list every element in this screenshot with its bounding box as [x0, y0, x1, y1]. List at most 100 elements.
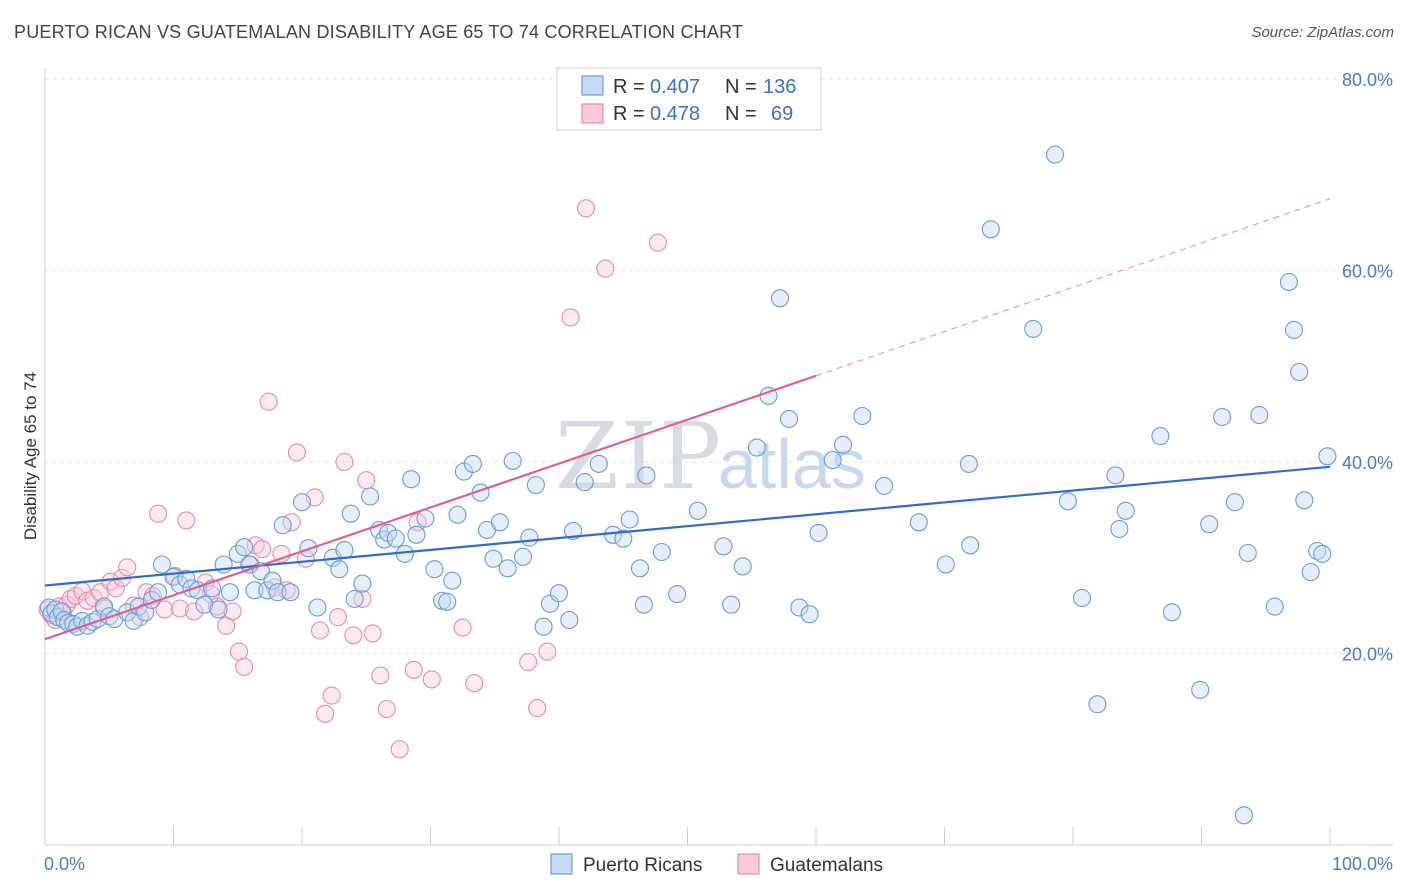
- puerto-rican-point: [1295, 491, 1314, 510]
- puerto-rican-point: [308, 598, 327, 617]
- legend-r-label: R =: [613, 76, 645, 98]
- bottom-legend-swatch-puerto-ricans: [550, 853, 573, 875]
- guatemalan-point: [235, 657, 254, 676]
- puerto-rican-point: [1162, 603, 1181, 622]
- puerto-rican-point: [498, 559, 517, 578]
- puerto-rican-point: [1308, 541, 1327, 561]
- puerto-rican-point: [790, 598, 809, 617]
- guatemalan-point: [357, 471, 376, 490]
- puerto-rican-point: [1279, 272, 1298, 292]
- guatemalan-point: [335, 452, 354, 472]
- guatemalan-point: [322, 686, 341, 705]
- puerto-rican-point: [560, 610, 579, 630]
- y-tick-label: 20.0%: [1342, 645, 1393, 665]
- guatemalan-point: [259, 392, 278, 411]
- puerto-rican-point: [1284, 320, 1304, 339]
- guatemalan-point: [253, 540, 272, 559]
- puerto-rican-point: [1238, 543, 1257, 563]
- guatemalan-point: [371, 666, 390, 685]
- puerto-rican-point: [281, 583, 300, 602]
- puerto-rican-point: [273, 516, 292, 535]
- puerto-rican-point: [341, 504, 360, 523]
- guatemalan-point: [223, 602, 242, 621]
- puerto-rican-point: [1151, 427, 1170, 446]
- puerto-rican-point: [823, 451, 842, 470]
- bottom-legend-puerto-ricans: Puerto Ricans: [583, 855, 702, 876]
- puerto-rican-point: [770, 289, 790, 308]
- legend-n-value: 136: [763, 76, 796, 98]
- puerto-rican-point: [448, 505, 467, 524]
- guatemalan-point: [561, 308, 580, 327]
- puerto-rican-point: [620, 510, 639, 529]
- puerto-rican-point: [961, 536, 980, 555]
- bottom-legend-guatemalans: Guatemalans: [770, 855, 883, 876]
- guatemalan-point: [149, 504, 168, 523]
- guatemalan-point: [390, 740, 409, 759]
- puerto-rican-point: [747, 438, 766, 457]
- puerto-rican-point: [981, 220, 1000, 239]
- guatemalan-trend-extension: [815, 198, 1331, 377]
- puerto-rican-point: [722, 595, 741, 614]
- x-tick-label: 0.0%: [44, 854, 85, 874]
- puerto-rican-point: [1088, 695, 1107, 714]
- puerto-rican-point: [637, 466, 656, 485]
- puerto-rican-point: [614, 529, 633, 548]
- puerto-rican-point: [1045, 145, 1065, 164]
- puerto-rican-point: [195, 595, 214, 614]
- puerto-rican-point: [1106, 466, 1125, 485]
- puerto-rican-point: [484, 549, 503, 568]
- guatemalan-point: [310, 621, 330, 640]
- puerto-rican-point: [1301, 563, 1320, 582]
- puerto-rican-point: [95, 597, 114, 616]
- puerto-rican-point: [714, 537, 733, 556]
- puerto-rican-point: [1318, 447, 1337, 466]
- guatemalan-point: [170, 599, 189, 618]
- puerto-rican-point: [1213, 407, 1232, 427]
- data-points: [38, 145, 1337, 825]
- x-tick-label: 100.0%: [1332, 854, 1393, 874]
- puerto-rican-point: [1250, 406, 1269, 425]
- puerto-rican-point: [853, 406, 872, 426]
- puerto-rican-point: [526, 475, 545, 495]
- puerto-rican-point: [490, 513, 509, 532]
- guatemalan-point: [453, 618, 472, 637]
- guatemalan-point: [344, 626, 363, 645]
- guatemalan-point: [377, 699, 396, 719]
- guatemalan-point: [155, 600, 174, 619]
- guatemalan-point: [596, 259, 615, 278]
- legend-n-value: 69: [771, 103, 793, 125]
- puerto-rican-point: [688, 501, 707, 520]
- puerto-rican-point: [268, 583, 287, 602]
- puerto-rican-point: [575, 473, 594, 492]
- legend-r-label: R =: [613, 103, 645, 125]
- puerto-rican-point: [779, 409, 799, 428]
- puerto-rican-point: [630, 559, 650, 578]
- legend-r-value: 0.407: [650, 76, 700, 98]
- puerto-rican-point: [1110, 519, 1129, 539]
- legend-r-value: 0.478: [650, 103, 700, 125]
- chart-title: PUERTO RICAN VS GUATEMALAN DISABILITY AG…: [14, 22, 744, 42]
- guatemalan-point: [538, 642, 557, 661]
- axes: [44, 68, 1393, 846]
- puerto-rican-point: [800, 605, 819, 624]
- puerto-rican-point: [589, 454, 608, 473]
- puerto-rican-point: [1058, 492, 1077, 511]
- guatemalan-point: [353, 589, 372, 608]
- guatemalan-point: [528, 699, 547, 718]
- puerto-rican-point: [245, 581, 264, 600]
- puerto-rican-point: [549, 584, 569, 603]
- puerto-rican-point: [407, 525, 426, 544]
- puerto-rican-point: [668, 585, 687, 604]
- puerto-rican-point: [652, 542, 671, 562]
- puerto-rican-point: [330, 560, 349, 579]
- puerto-rican-point: [733, 557, 752, 576]
- puerto-rican-point: [228, 544, 247, 563]
- puerto-rican-point: [235, 538, 254, 557]
- watermark-atlas: atlas: [718, 425, 866, 503]
- puerto-rican-point: [463, 454, 482, 473]
- puerto-rican-point: [634, 595, 653, 614]
- trend-lines: [44, 198, 1331, 641]
- puerto-rican-point: [209, 600, 228, 619]
- guatemalan-point: [328, 608, 348, 627]
- guatemalan-point: [576, 199, 596, 218]
